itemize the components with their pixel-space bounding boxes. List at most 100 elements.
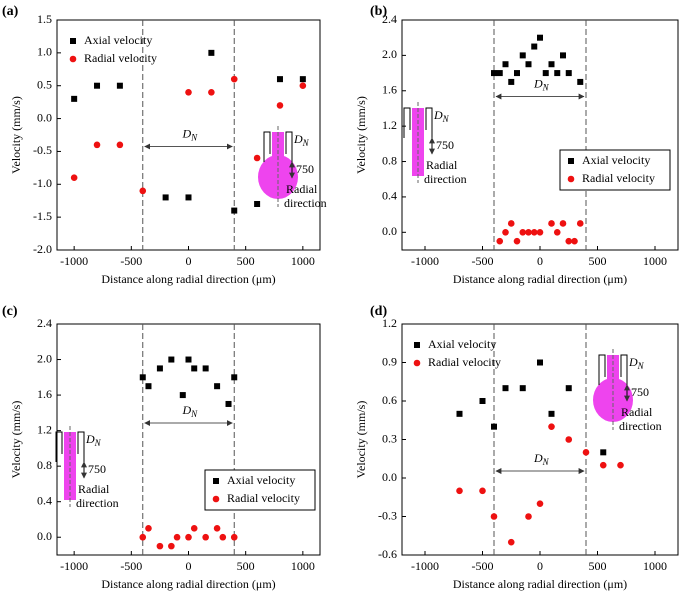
x-tick-label: -1000 — [411, 559, 439, 573]
point — [162, 194, 169, 201]
x-tick-label: 500 — [237, 559, 255, 573]
point — [525, 61, 532, 68]
panel-label: (c) — [2, 304, 18, 319]
point — [599, 461, 607, 469]
legend-frame — [559, 149, 671, 191]
point — [208, 88, 215, 96]
point — [202, 365, 209, 372]
point — [213, 525, 221, 532]
span-label-sub: N — [190, 409, 198, 419]
x-tick-label: -1000 — [60, 254, 88, 268]
point — [565, 385, 572, 392]
x-tick-label: -500 — [472, 254, 494, 268]
point — [185, 533, 192, 541]
point — [525, 513, 532, 520]
x-tick-label: -500 — [120, 559, 142, 573]
point — [514, 70, 520, 77]
y-tick-label: 1.2 — [382, 316, 397, 330]
point — [491, 423, 497, 430]
y-tick-label: 0.0 — [382, 224, 397, 238]
point — [479, 398, 486, 404]
y-tick-label: 0.6 — [382, 393, 397, 407]
point — [276, 76, 283, 83]
point — [145, 525, 152, 532]
point — [230, 75, 238, 83]
point — [565, 436, 573, 443]
y-tick-label: 1.0 — [37, 45, 52, 59]
legend-label: Radial velocity — [428, 355, 501, 369]
x-tick-label: 0 — [186, 254, 192, 268]
span-label-sub: N — [542, 83, 550, 93]
nozzle — [598, 354, 628, 385]
x-tick-label: -500 — [472, 559, 494, 573]
x-tick-label: 0 — [537, 254, 543, 268]
direction-label: Radial — [78, 482, 110, 496]
nozzle-label-sub: N — [94, 438, 102, 448]
nozzle — [55, 431, 85, 462]
y-tick-label: -0.5 — [33, 143, 52, 157]
legend-label: Radial velocity — [227, 491, 300, 505]
y-tick-label: -1.0 — [33, 176, 52, 190]
point — [185, 194, 192, 201]
point — [299, 82, 307, 90]
x-tick-label: 500 — [589, 559, 607, 573]
point — [542, 70, 549, 77]
y-tick-label: 1.2 — [37, 422, 52, 436]
nozzle-label: DN — [628, 355, 645, 371]
nozzle — [263, 131, 293, 162]
point — [191, 365, 198, 372]
point — [456, 410, 463, 417]
x-axis-label: Distance along radial direction (μm) — [453, 577, 627, 591]
legend-swatch — [70, 38, 76, 44]
nozzle-label: DN — [433, 108, 450, 124]
point — [508, 78, 515, 85]
point — [219, 533, 227, 541]
offset-label: 750 — [436, 138, 454, 152]
y-tick-label: 2.4 — [382, 12, 397, 26]
point — [276, 102, 284, 109]
y-tick-label: -2.0 — [33, 242, 52, 256]
legend-frame — [204, 469, 316, 511]
point — [577, 78, 584, 85]
point — [231, 374, 238, 381]
point — [116, 141, 124, 149]
y-tick-label: -1.5 — [33, 209, 52, 223]
legend-swatch — [413, 359, 421, 367]
point — [513, 237, 521, 245]
point — [456, 487, 463, 495]
offset-label: 750 — [296, 162, 314, 176]
point — [548, 220, 555, 227]
panel: (c) -1000 -500 0 500 1000 0.0 0.4 0.8 1.2 1.6 2.0 2.… — [2, 304, 321, 591]
point — [496, 237, 504, 245]
point — [537, 34, 543, 41]
nozzle-label: DN — [293, 132, 310, 148]
point — [139, 374, 146, 381]
point — [571, 237, 578, 245]
x-tick-label: 500 — [237, 254, 255, 268]
span-label: DN — [533, 76, 550, 92]
nozzle-label: DN — [85, 432, 102, 448]
point — [225, 400, 232, 407]
y-tick-label: 0.9 — [382, 354, 397, 368]
legend-label: Axial velocity — [582, 153, 650, 167]
y-axis-label: Velocity (mm/s) — [9, 401, 23, 479]
panel: (d) -1000 -500 0 500 1000 -0.6 -0.3 0.0 0.3 0.6 0.9… — [354, 304, 679, 591]
direction-label: Radial — [621, 405, 653, 419]
y-tick-label: 1.6 — [382, 83, 397, 97]
point — [139, 187, 147, 195]
x-tick-label: -500 — [120, 254, 142, 268]
y-tick-label: 1.2 — [382, 118, 397, 132]
point — [530, 229, 538, 236]
point — [71, 95, 78, 102]
direction-label: Radial — [286, 182, 318, 196]
span-label: DN — [182, 126, 199, 142]
x-tick-label: 0 — [186, 559, 192, 573]
point — [231, 207, 238, 214]
legend-swatch — [212, 495, 220, 503]
nozzle-label-sub: N — [442, 114, 450, 124]
point — [536, 229, 544, 236]
point — [168, 542, 175, 550]
panel: (a) -1000 -500 0 500 1000 -2.0 -1.5 -1.0 -0.5 0.0 0… — [2, 4, 327, 286]
span-label-sub: N — [190, 133, 198, 143]
x-tick-label: -1000 — [411, 254, 439, 268]
